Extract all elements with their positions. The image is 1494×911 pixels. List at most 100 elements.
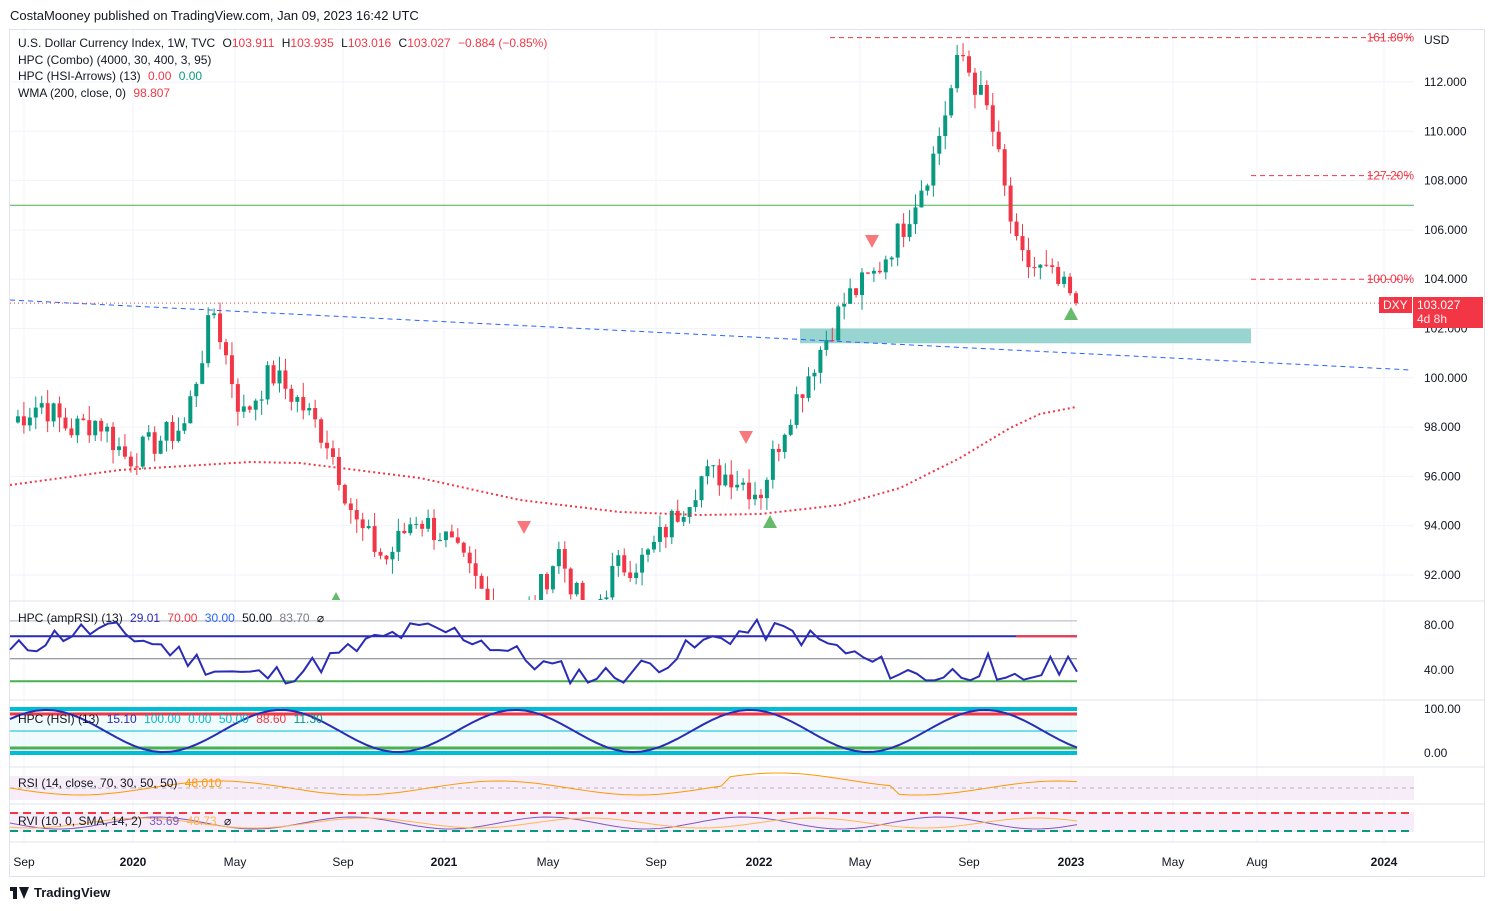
candle (848, 278, 853, 304)
tradingview-brand[interactable]: TradingView (10, 885, 110, 900)
candle-body (521, 609, 525, 620)
candle (51, 402, 56, 427)
candle (408, 517, 413, 536)
candle-body (544, 574, 549, 590)
candle (562, 541, 567, 583)
hsi-tick-label: 0.00 (1424, 746, 1448, 760)
indicator-wma-legend[interactable]: WMA (200, close, 0) 98.807 (18, 86, 174, 100)
candle (990, 93, 995, 147)
candle (770, 440, 775, 489)
candle (140, 435, 145, 469)
candle-body (515, 620, 519, 628)
candle-body (580, 582, 585, 600)
support-zone (800, 328, 1251, 344)
candle (1020, 224, 1025, 262)
candle (907, 210, 912, 242)
candle-body (313, 408, 318, 420)
candle-body (503, 627, 507, 628)
candle (69, 418, 74, 438)
candle-body (764, 479, 769, 499)
candle (871, 267, 876, 283)
candle-body (634, 572, 639, 578)
candle (134, 453, 139, 475)
candle-body (390, 551, 395, 560)
candle (1062, 271, 1067, 288)
candle (1002, 144, 1007, 196)
candle (289, 384, 294, 411)
candle-body (949, 88, 954, 116)
candle-body (955, 54, 960, 89)
candle-body (1068, 276, 1073, 294)
candle (265, 361, 270, 405)
candle (360, 512, 365, 541)
candle-body (396, 530, 401, 552)
amprsi-legend[interactable]: HPC (ampRSI) (13) 29.01 70.00 30.00 50.0… (18, 611, 328, 625)
time-tick-label: 2020 (120, 855, 147, 869)
candle-body (1050, 265, 1055, 268)
candle (978, 70, 983, 95)
candle-body (307, 408, 312, 411)
candle (99, 418, 104, 442)
candle-body (593, 607, 597, 610)
price-tick-label: 112.000 (1424, 75, 1467, 89)
indicator-combo-legend[interactable]: HPC (Combo) (4000, 30, 400, 3, 95) (18, 53, 215, 67)
sell-arrow-icon (739, 431, 753, 444)
candle-body (455, 537, 460, 543)
candle (931, 146, 936, 197)
candle-body (836, 306, 841, 341)
candle (223, 338, 228, 365)
candle-body (15, 416, 20, 423)
candle (33, 396, 38, 430)
candle (812, 369, 817, 391)
candle (443, 531, 448, 548)
indicator-combo-label: HPC (Combo) (4000, 30, 400, 3, 95) (18, 53, 212, 67)
low-label: L (341, 36, 348, 50)
candle (996, 120, 1001, 153)
candle-body (360, 519, 365, 529)
change-value: −0.884 (−0.85%) (457, 36, 548, 50)
candle (521, 605, 525, 635)
candle (259, 390, 264, 415)
candle-body (770, 448, 775, 480)
price-badge-value: 103.027 (1417, 298, 1461, 312)
candle-body (925, 185, 930, 191)
candle-body (408, 524, 413, 534)
candle-body (200, 363, 205, 384)
rvi-legend[interactable]: RVI (10, 0, SMA, 14, 2) 35.69 48.73 ⌀ (18, 814, 235, 828)
candle (81, 413, 86, 421)
amprsi-pane: 80.00 40.00 (9, 617, 1454, 686)
rsi-legend[interactable]: RSI (14, close, 70, 30, 50, 50) 48.010 (18, 776, 225, 790)
candle (556, 541, 561, 575)
candle (75, 415, 80, 444)
candle (116, 437, 121, 456)
candle (241, 394, 246, 418)
candle (229, 342, 234, 399)
candle-body (705, 466, 710, 477)
candle-body (800, 394, 805, 398)
candle-body (1026, 250, 1031, 268)
candle-body (247, 406, 252, 410)
price-badge-countdown: 4d 8h (1417, 312, 1448, 326)
hsi-legend[interactable]: HPC (HSI) (13) 15.10 100.00 0.00 50.00 8… (18, 712, 327, 726)
candle (146, 425, 151, 441)
candle (967, 50, 972, 77)
candle (21, 401, 26, 434)
price-tick-label: 104.000 (1424, 272, 1468, 286)
candle-body (1038, 264, 1043, 268)
candle (1068, 273, 1073, 296)
amprsi-label: HPC (ampRSI) (13) (18, 611, 123, 625)
candle (437, 532, 442, 542)
candle-body (69, 428, 74, 436)
candle-body (301, 397, 306, 411)
candle-body (432, 517, 437, 541)
price-badge: 103.027 4d 8h (1413, 297, 1483, 328)
indicator-arrows-legend[interactable]: HPC (HSI-Arrows) (13) 0.00 0.00 (18, 69, 206, 83)
candle-body (562, 549, 567, 569)
close-label: C (398, 36, 408, 50)
candle (515, 611, 519, 634)
candle (432, 509, 437, 550)
candle-body (640, 554, 645, 573)
time-tick-label: Sep (958, 855, 980, 869)
candle-body (1056, 267, 1061, 284)
